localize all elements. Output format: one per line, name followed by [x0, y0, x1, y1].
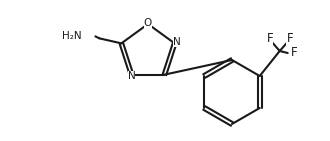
Text: F: F	[290, 47, 297, 60]
Text: N: N	[128, 71, 135, 81]
Text: F: F	[266, 32, 273, 46]
Text: F: F	[286, 32, 293, 46]
Text: O: O	[144, 18, 152, 28]
Text: H₂N: H₂N	[62, 31, 82, 41]
Text: N: N	[173, 37, 181, 47]
